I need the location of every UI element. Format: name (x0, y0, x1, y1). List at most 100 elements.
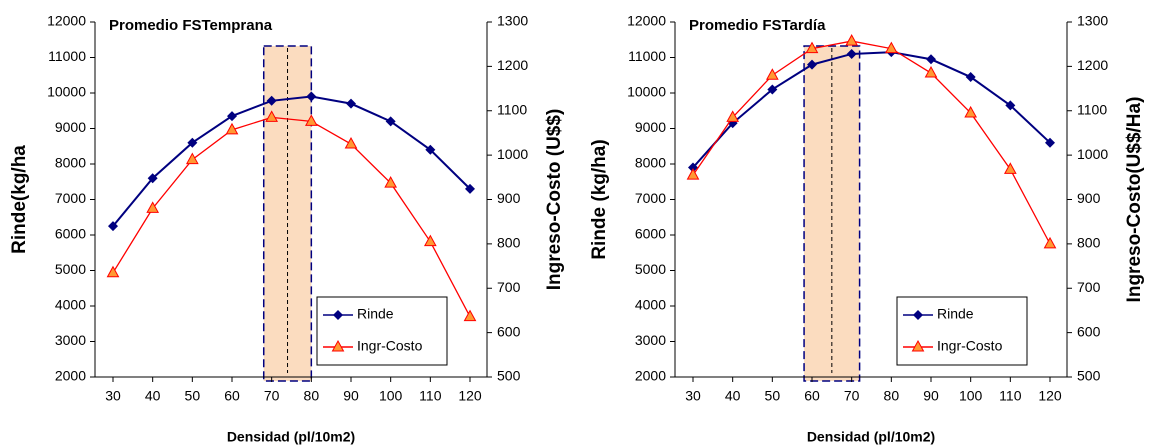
legend-label: Rinde (937, 306, 974, 322)
marker-diamond (266, 95, 277, 106)
series-line (692, 51, 1051, 169)
x-tick-label: 30 (105, 388, 121, 404)
x-tick-label: 80 (884, 388, 900, 404)
x-tick-label: 90 (343, 388, 359, 404)
marker-diamond (227, 111, 237, 122)
marker-triangle (1043, 236, 1057, 249)
x-tick-label: 90 (923, 388, 939, 404)
marker-triangle (911, 339, 925, 352)
marker-diamond (333, 310, 343, 320)
y2-tick-label: 800 (497, 235, 521, 251)
x-tick-label: 70 (264, 388, 280, 404)
marker-diamond (385, 116, 396, 127)
y-tick-label: 5000 (55, 261, 86, 277)
y-tick-label: 10000 (47, 84, 86, 100)
y-tick-label: 11000 (628, 48, 666, 64)
y-tick-label: 4000 (635, 297, 666, 313)
y2-tick-label: 500 (497, 368, 521, 384)
x-axis-label: Densidad (pl/10m2) (227, 429, 355, 445)
y-tick-label: 9000 (635, 119, 666, 135)
legend-box (316, 296, 448, 366)
legend-box (896, 296, 1028, 366)
y-axis-label: Rinde (kg/ha) (589, 139, 610, 259)
marker-diamond (926, 54, 936, 65)
marker-diamond (767, 84, 778, 95)
marker-triangle (924, 65, 938, 78)
x-tick-label: 120 (458, 388, 482, 404)
marker-triangle (1003, 162, 1017, 174)
marker-diamond (465, 183, 475, 194)
marker-triangle (964, 105, 978, 118)
marker-triangle (146, 201, 160, 213)
y2-tick-label: 500 (1077, 368, 1101, 384)
y2-tick-label: 1100 (1077, 101, 1107, 117)
y2-tick-label: 700 (1077, 279, 1101, 295)
marker-triangle (225, 122, 239, 135)
y-axis-label: Rinde(kg/ha (9, 145, 30, 254)
y-tick-label: 12000 (47, 13, 86, 29)
marker-triangle (185, 152, 199, 165)
marker-triangle (845, 34, 859, 46)
x-tick-label: 120 (1038, 388, 1062, 404)
x-tick-label: 50 (765, 388, 781, 404)
marker-triangle (884, 41, 898, 54)
x-tick-label: 110 (419, 388, 442, 404)
x-tick-label: 40 (145, 388, 161, 404)
y2-tick-label: 600 (497, 323, 521, 339)
marker-diamond (108, 221, 118, 232)
x-axis-label: Densidad (pl/10m2) (807, 429, 935, 445)
y2-tick-label: 700 (497, 279, 521, 295)
series-line (112, 116, 471, 317)
y2-tick-label: 900 (497, 190, 521, 206)
marker-triangle (331, 339, 345, 352)
x-tick-label: 40 (725, 388, 741, 404)
marker-diamond (807, 59, 817, 70)
marker-triangle (686, 168, 700, 180)
x-tick-label: 60 (224, 388, 240, 404)
x-tick-label: 70 (844, 388, 860, 404)
y-tick-label: 5000 (635, 261, 666, 277)
y2-tick-label: 800 (1077, 235, 1101, 251)
marker-triangle (106, 265, 120, 278)
marker-diamond (425, 144, 436, 155)
marker-triangle (805, 41, 819, 54)
legend-label: Rinde (357, 306, 394, 322)
marker-diamond (147, 173, 158, 184)
marker-diamond (187, 137, 198, 148)
marker-triangle (726, 110, 740, 122)
marker-diamond (965, 72, 976, 83)
marker-diamond (306, 91, 317, 102)
series-line (692, 40, 1051, 245)
y-tick-label: 10000 (627, 84, 666, 100)
y2-axis-label: Ingreso-Costo (U$$) (544, 109, 565, 291)
y2-tick-label: 1000 (497, 146, 528, 162)
y-tick-label: 8000 (635, 155, 666, 171)
x-tick-label: 60 (804, 388, 820, 404)
series-line (112, 95, 471, 227)
y2-axis-label: Ingreso-Costo(U$$/Ha) (1124, 97, 1145, 303)
y-tick-label: 2000 (635, 368, 666, 384)
y-tick-label: 4000 (55, 297, 86, 313)
y2-tick-label: 1300 (1077, 13, 1108, 29)
y2-tick-label: 900 (1077, 190, 1101, 206)
x-tick-label: 110 (999, 388, 1022, 404)
y2-tick-label: 1000 (1077, 146, 1108, 162)
marker-triangle (384, 176, 398, 188)
y2-tick-label: 1100 (497, 101, 527, 117)
y-tick-label: 6000 (635, 226, 666, 242)
marker-triangle (423, 234, 437, 247)
marker-diamond (913, 310, 923, 320)
y-tick-label: 6000 (55, 226, 86, 242)
marker-diamond (346, 98, 356, 109)
marker-triangle (463, 309, 477, 322)
y2-tick-label: 1300 (497, 13, 528, 29)
chart-title: Promedio FSTardía (689, 17, 826, 34)
x-tick-label: 100 (959, 388, 983, 404)
legend-label: Ingr-Costo (937, 338, 1003, 354)
marker-diamond (688, 162, 698, 173)
y-tick-label: 12000 (627, 13, 666, 29)
marker-diamond (846, 48, 857, 59)
highlight-band (803, 45, 861, 382)
marker-diamond (1045, 137, 1055, 148)
